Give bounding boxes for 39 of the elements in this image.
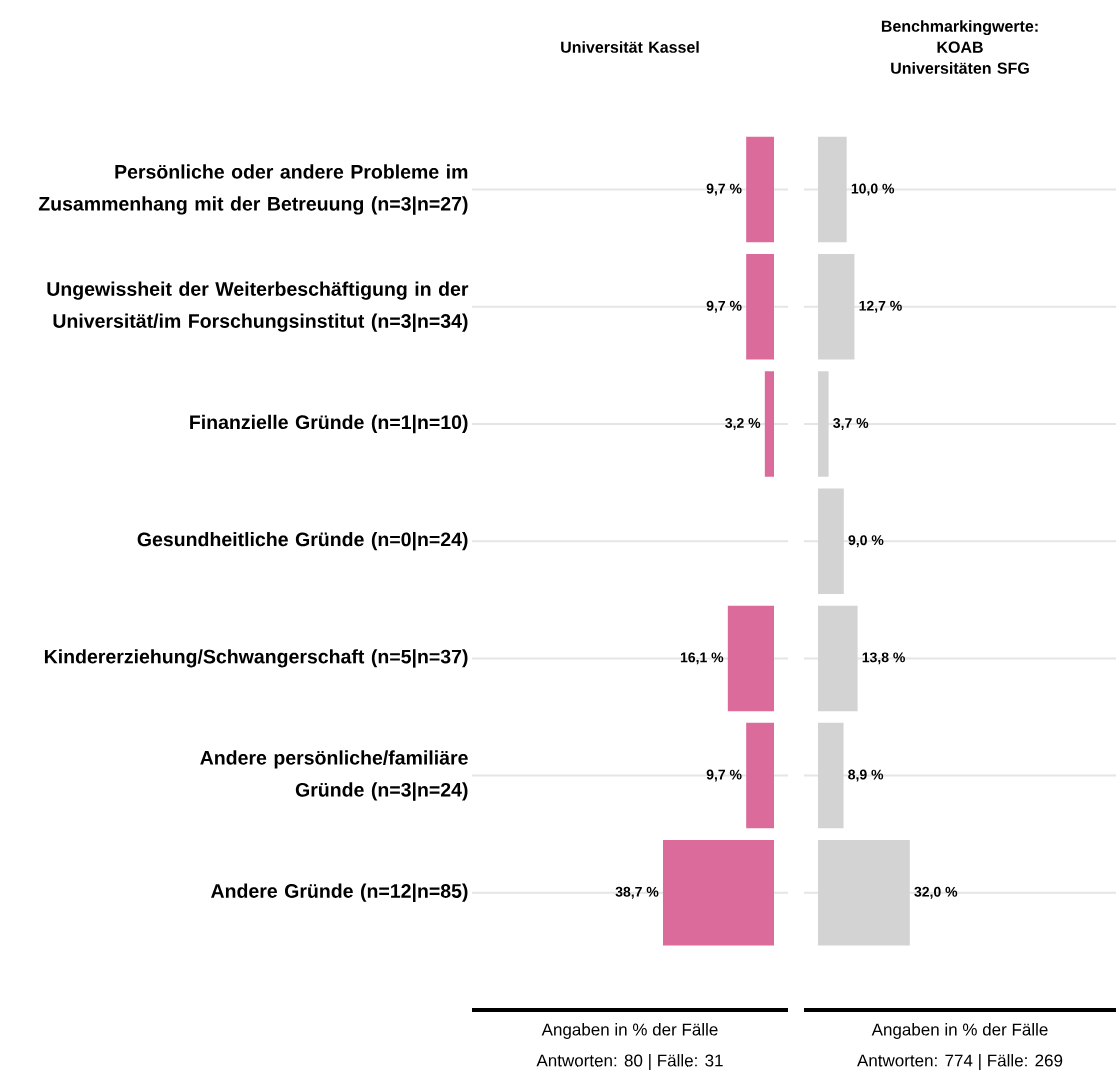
- data-label: 3,7 %: [833, 418, 869, 430]
- bar: [818, 488, 844, 594]
- bar: [818, 840, 910, 946]
- data-label: 12,7 %: [859, 300, 902, 313]
- bar: [818, 605, 858, 712]
- data-label: 8,9 %: [848, 769, 884, 782]
- bar: [727, 605, 774, 712]
- data-label: 16,1 %: [680, 652, 724, 665]
- bar: [818, 136, 847, 243]
- bar: [746, 254, 774, 360]
- text: Antworten: 774 | Fälle: 269: [857, 1054, 1063, 1070]
- y-tick-label: Kindererziehung/Schwangerschaft (n=5|n=37): [44, 649, 468, 668]
- bar: [746, 136, 774, 243]
- data-label: 13,8 %: [862, 652, 905, 665]
- data-label: 9,7 %: [706, 183, 742, 196]
- y-tick-label: Ungewissheit der Weiterbeschäftigung in der Universität/im Forschungsinstitut (n=3|n=34): [47, 281, 469, 333]
- text: Benchmarkingwerte: KOAB Universitäten SFG: [881, 20, 1038, 74]
- y-tick-label: Andere persönliche/familiäre Gründe (n=3|n=24): [200, 750, 468, 801]
- data-label: 32,0 %: [914, 886, 958, 899]
- data-label: 9,7 %: [706, 769, 742, 782]
- bar: [818, 254, 855, 360]
- text: Antworten: 80 | Fälle: 31: [536, 1054, 723, 1070]
- y-tick-label: Persönliche oder andere Probleme im Zusammenhang mit der Betreuung (n=3|n=27): [38, 164, 468, 215]
- bar: [746, 722, 774, 829]
- y-tick-label: Gesundheitliche Gründe (n=0|n=24): [137, 531, 468, 551]
- bar: [764, 371, 774, 477]
- y-tick-label: Finanzielle Gründe (n=1|n=10): [190, 414, 468, 434]
- data-label: 38,7 %: [615, 886, 659, 899]
- data-label: 10,0 %: [851, 183, 895, 196]
- data-label: 3,2 %: [725, 418, 761, 430]
- data-label: 9,0 %: [848, 535, 884, 548]
- chart-title: Universität Kassel: [561, 41, 699, 53]
- y-tick-label: Andere Gründe (n=12|n=85): [211, 883, 468, 903]
- x-axis-title: Angaben in % der Fälle: [871, 1023, 1048, 1039]
- data-label: 9,7 %: [706, 300, 742, 313]
- bar: [818, 722, 844, 829]
- bar: [663, 840, 774, 946]
- x-axis-title: Angaben in % der Fälle: [541, 1023, 718, 1039]
- bar: [818, 371, 829, 477]
